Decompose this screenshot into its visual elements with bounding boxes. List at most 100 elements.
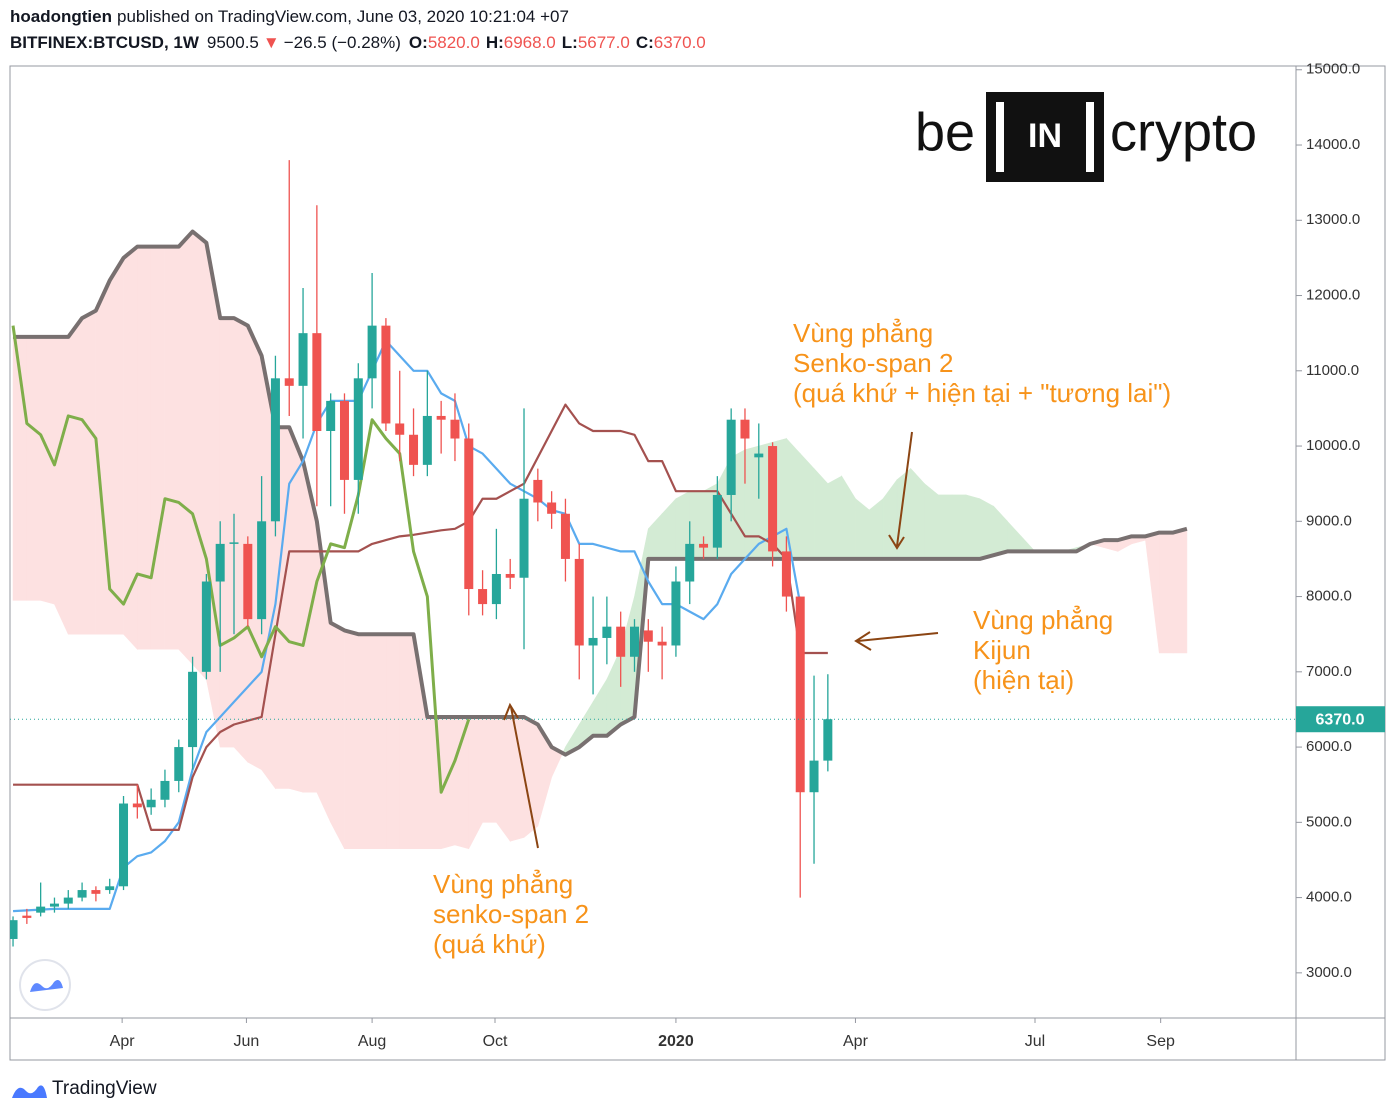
candle-body: [685, 543, 695, 582]
cloud: [910, 467, 925, 560]
arrow: [888, 431, 913, 550]
cloud: [344, 630, 359, 849]
ohlc-label: L:: [562, 33, 578, 52]
candle-body: [422, 415, 432, 465]
cloud: [951, 494, 967, 560]
x-tick-label: Apr: [110, 1033, 136, 1050]
candle-body: [49, 903, 59, 907]
candle-body: [809, 760, 819, 793]
cloud: [81, 310, 97, 635]
candle-body: [712, 494, 722, 548]
candle-body: [215, 543, 225, 582]
chart-frame: [9, 65, 1386, 1061]
cloud: [399, 633, 414, 849]
cloud: [496, 716, 511, 843]
annotation-text: (hiện tại): [973, 665, 1074, 695]
x-tick-label: 2020: [658, 1033, 694, 1050]
candle-body: [395, 423, 405, 435]
y-tick-label: 10000.0: [1306, 437, 1360, 454]
candle-body: [10, 920, 18, 939]
y-tick-label: 11000.0: [1306, 362, 1359, 379]
candle-body: [257, 521, 267, 620]
candle-body: [740, 419, 750, 439]
candle-body: [505, 573, 515, 578]
y-tick-label: 8000.0: [1306, 588, 1352, 605]
watermark-icon: [19, 959, 71, 1011]
cloud: [440, 716, 456, 850]
candle-body: [643, 630, 653, 642]
cloud: [219, 317, 235, 748]
ohlc-label: C:: [636, 33, 654, 52]
y-tick-label: 14000.0: [1306, 136, 1360, 153]
logo-bracket: [986, 92, 1004, 182]
cloud: [523, 716, 539, 839]
cloud: [744, 445, 760, 560]
candle-body: [823, 719, 833, 761]
cloud: [178, 230, 193, 666]
cloud: [924, 483, 939, 560]
arrow: [854, 631, 939, 651]
x-tick-label: Jul: [1025, 1033, 1045, 1050]
candle-body: [726, 419, 736, 495]
header-line-1: hoadongtien published on TradingView.com,…: [10, 7, 569, 26]
candle-body: [367, 325, 377, 379]
x-tick-label: Oct: [483, 1033, 508, 1050]
annotation-text: Senko-span 2: [793, 348, 953, 378]
header-line-2: BITFINEX:BTCUSD, 1W 9500.5 ▼ −26.5 (−0.28%)…: [10, 33, 706, 52]
y-tick-label: 13000.0: [1306, 211, 1360, 228]
footer-icon: [12, 1085, 47, 1098]
last-price-box: [1296, 706, 1385, 733]
cloud: [26, 336, 41, 601]
ohlc-label: H:: [486, 33, 504, 52]
y-tick-label: 3000.0: [1306, 964, 1352, 981]
annotation-text: Vùng phẳng: [973, 604, 1113, 635]
x-tick-label: Apr: [843, 1033, 869, 1050]
cloud: [938, 494, 953, 560]
axes: 3000.0 4000.0 5000.0 6000.0 7000.0 8000.0 9000…: [110, 61, 1385, 1050]
candle-body: [353, 378, 363, 480]
candle-body: [270, 378, 280, 522]
cloud: [67, 317, 83, 635]
cloud: [371, 633, 387, 849]
y-tick-label: 12000.0: [1306, 287, 1360, 304]
y-tick-label: 7000.0: [1306, 663, 1352, 680]
candle-body: [160, 780, 170, 800]
symbol: BITFINEX:BTCUSD, 1W: [10, 33, 200, 52]
candle-body: [36, 906, 46, 913]
y-tick-label: 15000.0: [1306, 61, 1360, 78]
logo-text: IN: [1028, 117, 1062, 155]
annotation-text: senko-span 2: [433, 899, 589, 929]
logo-text: crypto: [1110, 102, 1257, 162]
candle-body: [63, 897, 73, 904]
logo-box: [1004, 92, 1086, 182]
indicator-line: [12, 339, 802, 913]
y-tick-label: 6000.0: [1306, 738, 1352, 755]
ohlc-value: 6370.0: [654, 33, 706, 52]
indicator-line: [13, 403, 828, 831]
candle-body: [533, 479, 543, 503]
x-tick-label: Sep: [1146, 1033, 1175, 1050]
logo-text: be: [915, 102, 975, 162]
indicator-line: [11, 325, 471, 794]
change: −26.5 (−0.28%): [284, 33, 401, 52]
candle-body: [119, 803, 129, 887]
ohlc-label: O:: [409, 33, 428, 52]
candle-body: [201, 581, 211, 672]
cloud: [1158, 532, 1174, 654]
ohlc-value: 6968.0: [504, 33, 556, 52]
candle-body: [339, 400, 349, 480]
candle-body: [588, 637, 598, 646]
cloud: [979, 498, 994, 560]
candle-body: [781, 551, 791, 597]
cloud: [799, 452, 815, 560]
cloud: [54, 336, 69, 635]
cloud: [109, 256, 124, 635]
cloud: [1172, 528, 1188, 654]
y-tick-label: 5000.0: [1306, 813, 1352, 830]
candle-body: [464, 438, 474, 590]
logo: be IN crypto: [915, 92, 1257, 182]
candle-body: [91, 890, 101, 894]
candle-body: [229, 542, 239, 544]
candle-body: [436, 415, 446, 420]
